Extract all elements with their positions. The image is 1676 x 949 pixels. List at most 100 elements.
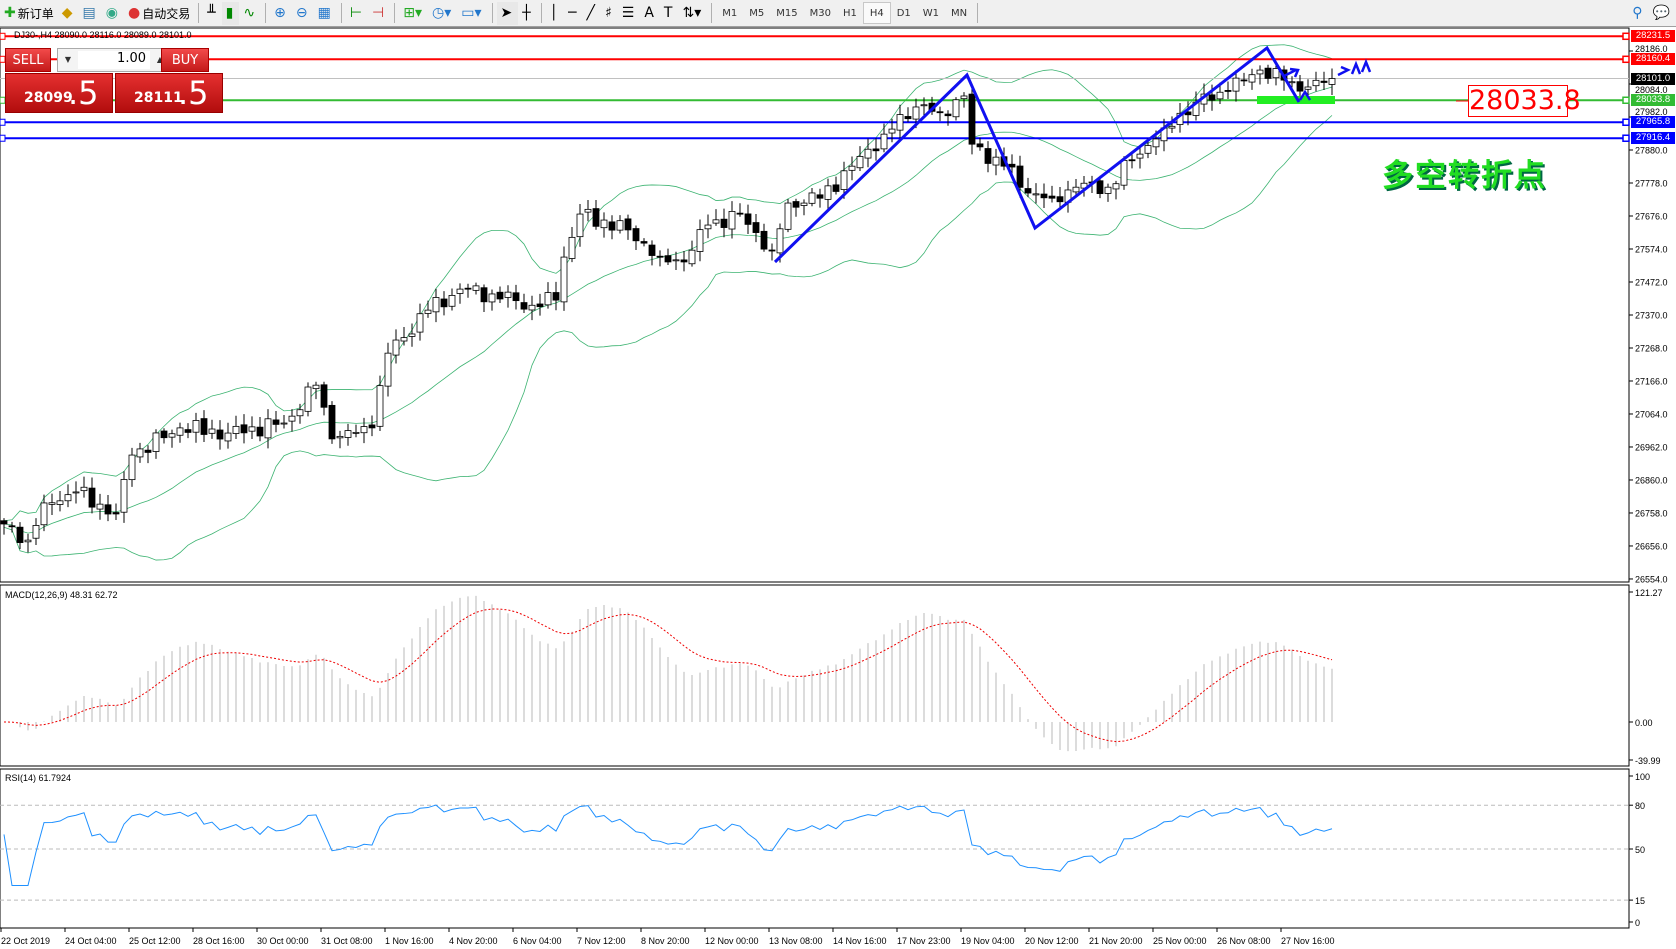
tile-windows-button[interactable]: ▦ — [314, 2, 337, 25]
horizontal-line-button[interactable]: ─ — [564, 2, 582, 25]
candle — [752, 214, 760, 243]
autoscroll-button[interactable]: ⊢ — [346, 2, 368, 25]
candle — [136, 442, 144, 463]
lot-increase-button[interactable]: ▲ — [156, 55, 164, 64]
timeframe-h1[interactable]: H1 — [842, 7, 857, 19]
bull-candle-body — [72, 491, 80, 494]
candle — [792, 198, 800, 217]
trendline-button[interactable]: ╱ — [583, 2, 601, 25]
buy-price-button[interactable]: 28111.5 — [115, 73, 223, 113]
timeframe-m5[interactable]: M5 — [749, 7, 765, 19]
bull-candle-body — [56, 500, 64, 505]
toolbar: ✚ 新订单 ◆ ▤ ◉ ● 自动交易 ╨ ▮ ∿ ⊕ ⊖ ▦ ⊢ ⊣ ⊞▾ ◷▾ ▭… — [0, 0, 1676, 27]
fibonacci-button[interactable]: ♯ — [601, 2, 618, 25]
bull-candle-body — [1152, 138, 1160, 148]
rsi-tick-label: 100 — [1635, 772, 1650, 782]
bear-candle-body — [1096, 180, 1104, 195]
timeframe-d1[interactable]: D1 — [896, 7, 911, 19]
chart-shift-icon: ⊣ — [372, 5, 385, 21]
auto-trading-button[interactable]: ● 自动交易 — [124, 2, 194, 25]
timeframe-h4[interactable]: H4 — [862, 2, 891, 24]
candle — [520, 293, 528, 313]
bear-candle-body — [1296, 81, 1304, 92]
sell-button[interactable]: SELL — [5, 48, 51, 72]
zoom-out-button[interactable]: ⊖ — [292, 2, 314, 25]
periods-button[interactable]: ◷▾ — [428, 2, 457, 25]
arrows-button[interactable]: ⇅▾ — [678, 2, 707, 25]
candle — [936, 106, 944, 122]
chat-button[interactable]: 💬 — [1649, 2, 1676, 25]
bull-candle-body — [728, 211, 736, 230]
bear-candle-body — [936, 111, 944, 114]
price-tick-label: 26860.0 — [1635, 475, 1668, 485]
line-chart-button[interactable]: ∿ — [239, 2, 261, 25]
candle — [672, 251, 680, 270]
bear-candle-body — [752, 222, 760, 233]
candle — [992, 148, 1000, 176]
bar-chart-button[interactable]: ╨ — [203, 2, 221, 25]
candle — [232, 415, 240, 439]
history-button[interactable]: ◆ — [58, 2, 79, 25]
indicators-button[interactable]: ⊞▾ — [399, 2, 428, 25]
periods-icon: ◷▾ — [431, 5, 452, 21]
text-label-button[interactable]: T — [660, 2, 679, 25]
new-order-button[interactable]: ✚ 新订单 — [0, 2, 58, 25]
templates-button[interactable]: ▭▾ — [457, 2, 487, 25]
time-label: 24 Oct 04:00 — [65, 936, 117, 946]
time-label: 21 Nov 20:00 — [1089, 936, 1143, 946]
lot-decrease-button[interactable]: ▼ — [64, 55, 72, 64]
bull-candle-body — [224, 432, 232, 442]
signal-button[interactable]: ◉ — [102, 2, 124, 25]
candle — [432, 288, 440, 323]
annotation-text[interactable]: 多空转折点 — [1382, 158, 1547, 194]
price-annotation-label[interactable]: 28033.8 — [1468, 85, 1581, 117]
candlestick-button[interactable]: ▮ — [221, 1, 240, 25]
sell-price-button[interactable]: 28099.5 — [5, 73, 113, 113]
candle — [280, 415, 288, 429]
timeframe-w1[interactable]: W1 — [922, 7, 940, 19]
support-zone — [1257, 96, 1335, 104]
bear-candle-body — [816, 194, 824, 199]
cursor-button[interactable]: ➤ — [496, 1, 519, 25]
bull-candle-body — [168, 433, 176, 438]
timeframe-m30[interactable]: M30 — [809, 7, 831, 19]
autoscroll-icon: ⊢ — [349, 5, 363, 21]
timeframe-m15[interactable]: M15 — [776, 7, 798, 19]
lot-size-stepper[interactable]: ▼ 1.00 ▲ — [57, 48, 171, 72]
zoom-in-button[interactable]: ⊕ — [270, 2, 292, 25]
bear-candle-body — [216, 429, 224, 440]
server-button[interactable]: ▤ — [79, 2, 102, 25]
bull-candle-body — [232, 425, 240, 434]
level-handle — [1622, 134, 1630, 142]
chart-canvas[interactable]: 28186.0 28084.0 27982.0 27880.0 27778.0 27676… — [0, 27, 1676, 949]
crosshair-button[interactable]: ┼ — [518, 2, 536, 25]
search-icon: ⚲ — [1632, 5, 1643, 21]
vertical-line-button[interactable]: │ — [546, 2, 564, 25]
fibo-fan-button[interactable]: ☰ — [618, 2, 641, 25]
bollinger-lower — [3, 115, 1333, 561]
candle — [152, 429, 160, 459]
drawn-arrows — [1283, 58, 1372, 101]
auto-trading-icon: ● — [127, 5, 141, 21]
timeframe-m1[interactable]: M1 — [722, 7, 738, 19]
candle — [848, 156, 856, 181]
bull-candle-body — [192, 420, 200, 433]
timeframe-mn[interactable]: MN — [951, 7, 968, 19]
bull-candle-body — [704, 224, 712, 230]
bear-candle-body — [608, 221, 616, 231]
text-button[interactable]: A — [640, 2, 660, 25]
crosshair-icon: ┼ — [522, 5, 531, 21]
bull-candle-body — [888, 128, 896, 134]
search-button[interactable]: ⚲ — [1628, 2, 1648, 25]
trendline-icon: ╱ — [586, 5, 595, 21]
bear-candle-body — [440, 298, 448, 308]
price-tick-label: 27880.0 — [1635, 146, 1668, 156]
buy-button[interactable]: BUY — [161, 48, 209, 72]
bull-candle-body — [416, 313, 424, 333]
bear-candle-body — [88, 487, 96, 508]
lot-size-input[interactable]: 1.00 — [78, 51, 150, 69]
time-label: 25 Nov 00:00 — [1153, 936, 1207, 946]
candle — [816, 188, 824, 208]
chart-shift-button[interactable]: ⊣ — [368, 2, 390, 25]
candle — [288, 409, 296, 432]
